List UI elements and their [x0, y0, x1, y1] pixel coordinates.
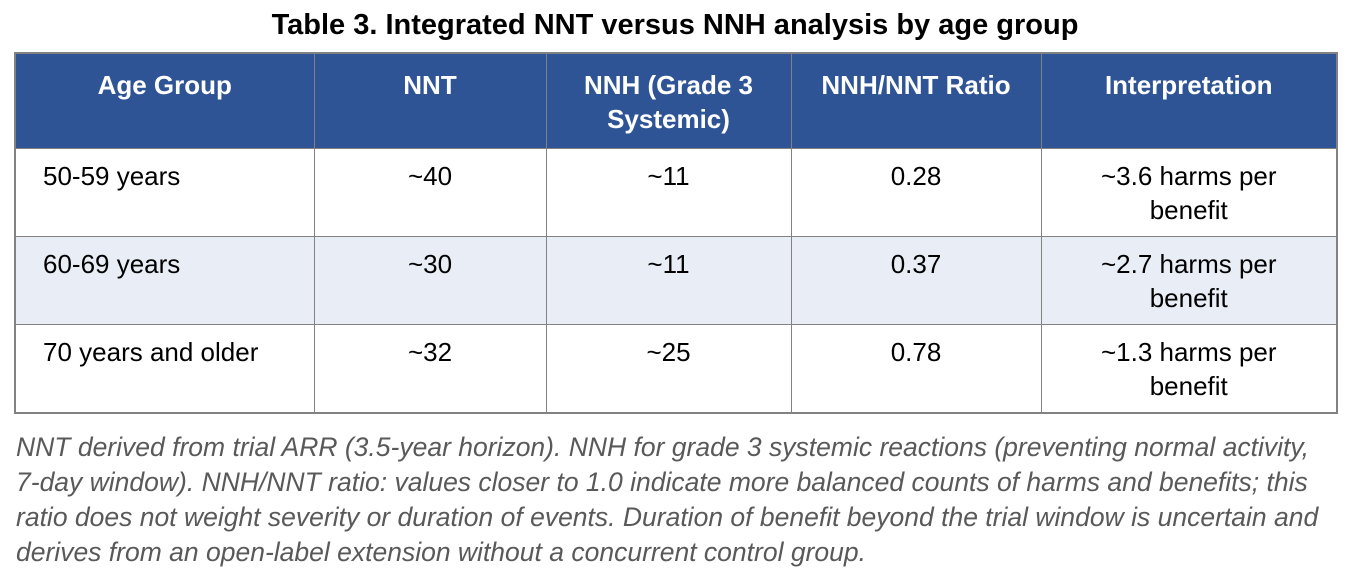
- table-row: 60-69 years ~30 ~11 0.37 ~2.7 harms per …: [14, 236, 1338, 326]
- column-header-ratio: NNH/NNT Ratio: [790, 52, 1042, 150]
- age-group-cell: 70 years and older: [14, 324, 315, 414]
- nnh-cell: ~11: [545, 148, 792, 238]
- table-row: 50-59 years ~40 ~11 0.28 ~3.6 harms per …: [14, 148, 1338, 238]
- age-group-cell: 60-69 years: [14, 236, 315, 326]
- age-group-cell: 50-59 years: [14, 148, 315, 238]
- nnt-nnh-table: Age Group NNT NNH (Grade 3 Systemic) NNH…: [14, 51, 1338, 414]
- interpretation-cell: ~3.6 harms per benefit: [1040, 148, 1338, 238]
- header-row: Age Group NNT NNH (Grade 3 Systemic) NNH…: [14, 52, 1338, 150]
- nnt-cell: ~32: [313, 324, 547, 414]
- interpretation-cell: ~2.7 harms per benefit: [1040, 236, 1338, 326]
- interpretation-cell: ~1.3 harms per benefit: [1040, 324, 1338, 414]
- column-header-nnt: NNT: [313, 52, 547, 150]
- nnh-cell: ~11: [545, 236, 792, 326]
- table-title: Table 3. Integrated NNT versus NNH analy…: [271, 9, 1079, 41]
- column-header-age-group: Age Group: [14, 52, 315, 150]
- table-container: Age Group NNT NNH (Grade 3 Systemic) NNH…: [14, 51, 1338, 414]
- column-header-interpretation: Interpretation: [1040, 52, 1338, 150]
- nnt-cell: ~40: [313, 148, 547, 238]
- table-footnote: NNT derived from trial ARR (3.5-year hor…: [16, 431, 1319, 567]
- column-header-nnh: NNH (Grade 3 Systemic): [545, 52, 792, 150]
- nnt-cell: ~30: [313, 236, 547, 326]
- ratio-cell: 0.37: [790, 236, 1042, 326]
- nnh-cell: ~25: [545, 324, 792, 414]
- ratio-cell: 0.78: [790, 324, 1042, 414]
- ratio-cell: 0.28: [790, 148, 1042, 238]
- table-row: 70 years and older ~32 ~25 0.78 ~1.3 har…: [14, 324, 1338, 414]
